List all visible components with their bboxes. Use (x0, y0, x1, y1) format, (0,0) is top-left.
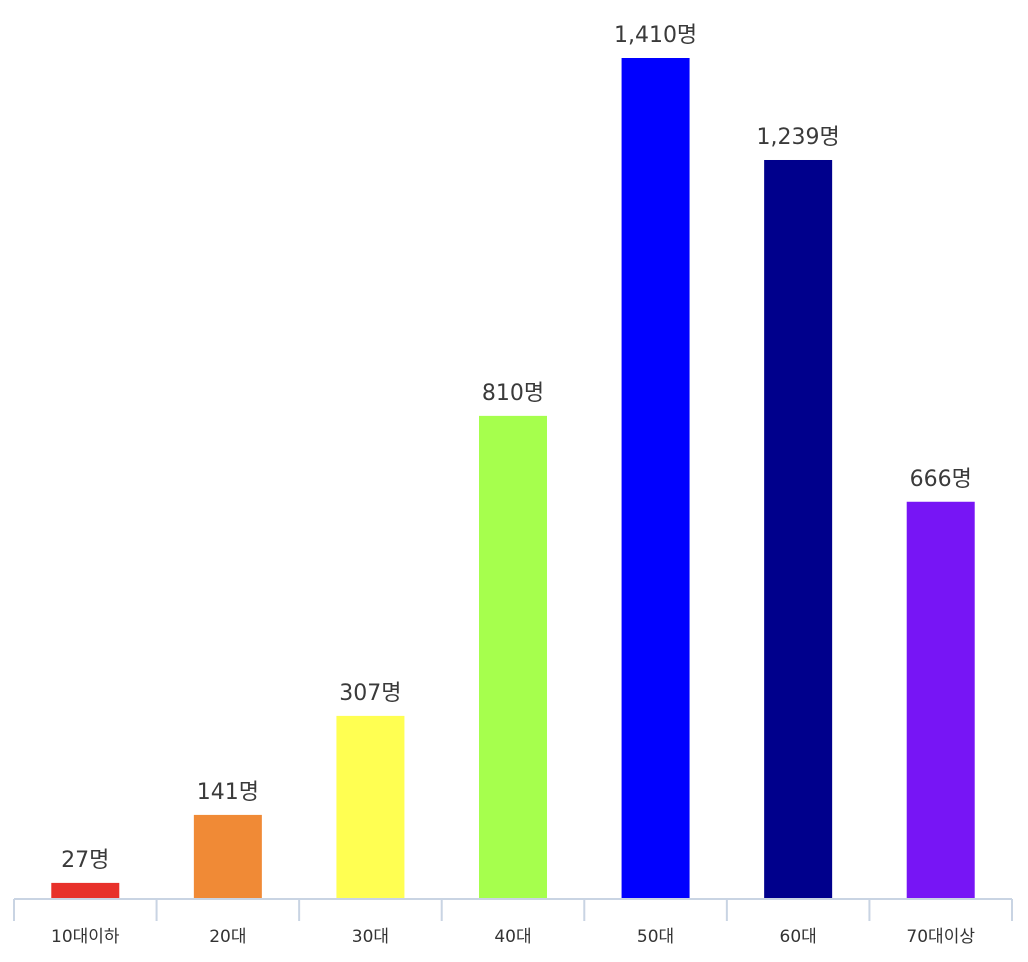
value-labels-layer: 27명 141명 307명 810명 1,410명 1,239명 666명 (61, 23, 972, 873)
bar-7[interactable] (906, 501, 975, 899)
bar-value-label: 1,239명 (757, 125, 840, 150)
x-tick-labels: 10대이하 20대 30대 40대 50대 60대 70대이상 (51, 927, 975, 947)
bar-value-label: 307명 (339, 681, 401, 706)
x-tick-label: 40대 (494, 927, 531, 947)
x-tick-label: 30대 (352, 927, 389, 947)
x-tick-label: 60대 (780, 927, 817, 947)
bars-layer (51, 58, 975, 899)
x-tick-label: 20대 (209, 927, 246, 947)
bar-1[interactable] (51, 882, 120, 899)
bar-2[interactable] (193, 814, 262, 899)
bar-value-label: 666명 (910, 467, 972, 492)
bar-value-label: 141명 (197, 780, 259, 805)
bar-value-label: 810명 (482, 381, 544, 406)
bar-3[interactable] (336, 715, 405, 899)
bar-value-label: 1,410명 (614, 23, 697, 48)
bar-4[interactable] (479, 415, 547, 899)
bar-5[interactable] (621, 58, 690, 899)
x-tick-label: 10대이하 (51, 927, 120, 947)
x-axis (13, 898, 1013, 921)
bar-6[interactable] (764, 159, 833, 899)
x-tick-label: 50대 (637, 927, 674, 947)
bar-value-label: 27명 (61, 848, 109, 873)
x-tick-label: 70대이상 (906, 927, 975, 947)
